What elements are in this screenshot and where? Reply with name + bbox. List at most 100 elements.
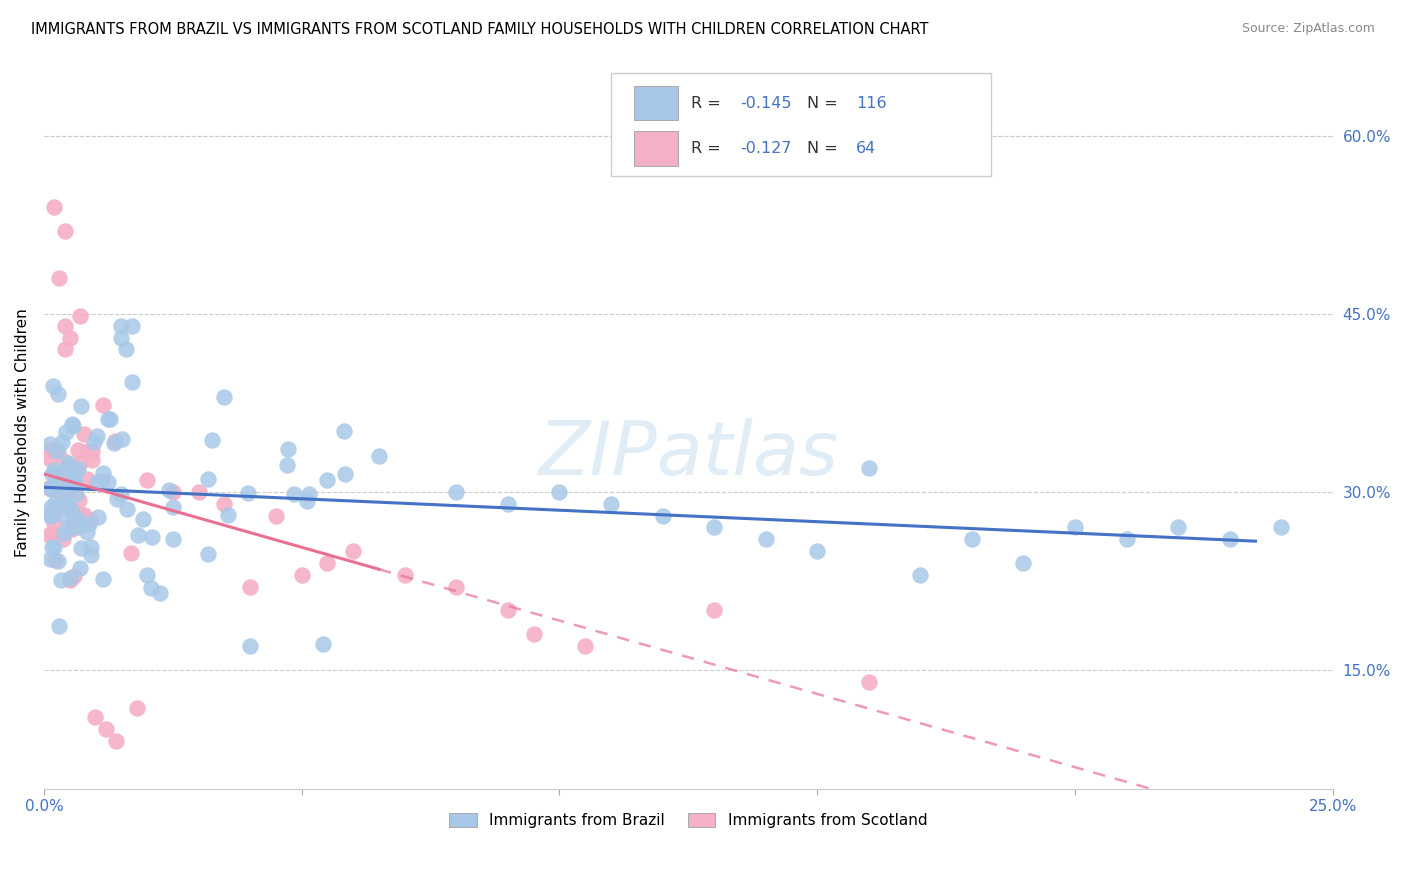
Point — [496, 603, 519, 617]
Point — [46, 554, 69, 568]
Point — [52, 532, 75, 546]
Point — [162, 532, 184, 546]
Point — [197, 472, 219, 486]
Point — [157, 483, 180, 497]
Text: N =: N = — [807, 141, 842, 156]
Point — [70, 541, 93, 555]
Point — [115, 343, 138, 357]
FancyBboxPatch shape — [634, 87, 678, 120]
Point — [41, 527, 63, 541]
Point — [56, 486, 79, 500]
Point — [93, 572, 115, 586]
Point — [42, 517, 65, 532]
Point — [51, 479, 73, 493]
Point — [298, 487, 321, 501]
Point — [45, 443, 67, 458]
Point — [98, 411, 121, 425]
Point — [59, 477, 82, 491]
Point — [446, 580, 468, 594]
Point — [90, 474, 112, 488]
Point — [63, 470, 86, 484]
Point — [55, 425, 77, 439]
Point — [55, 491, 77, 505]
Point — [48, 619, 70, 633]
Point — [41, 503, 63, 517]
Point — [297, 494, 319, 508]
FancyBboxPatch shape — [634, 131, 678, 166]
Point — [51, 434, 73, 449]
Point — [56, 497, 79, 511]
Point — [236, 486, 259, 500]
Point — [60, 522, 83, 536]
Point — [53, 224, 76, 238]
Legend: Immigrants from Brazil, Immigrants from Scotland: Immigrants from Brazil, Immigrants from … — [443, 807, 934, 834]
Point — [41, 480, 63, 494]
Point — [110, 318, 132, 333]
Point — [44, 467, 66, 481]
Point — [76, 524, 98, 539]
Point — [38, 481, 60, 495]
Point — [41, 500, 63, 514]
Point — [333, 424, 356, 438]
Point — [187, 484, 209, 499]
Point — [703, 520, 725, 534]
Text: N =: N = — [807, 95, 842, 111]
Point — [110, 330, 132, 344]
Point — [1012, 556, 1035, 570]
Point — [291, 567, 314, 582]
Point — [120, 546, 142, 560]
Point — [312, 637, 335, 651]
Point — [910, 567, 932, 582]
Point — [53, 525, 76, 540]
Point — [110, 486, 132, 500]
Text: IMMIGRANTS FROM BRAZIL VS IMMIGRANTS FROM SCOTLAND FAMILY HOUSEHOLDS WITH CHILDR: IMMIGRANTS FROM BRAZIL VS IMMIGRANTS FRO… — [31, 22, 928, 37]
Point — [136, 473, 159, 487]
Point — [103, 436, 125, 450]
Point — [56, 500, 79, 514]
Point — [84, 710, 107, 724]
Point — [1270, 520, 1292, 534]
Point — [135, 568, 157, 582]
Point — [214, 390, 236, 404]
Point — [65, 487, 87, 501]
Point — [277, 442, 299, 456]
Point — [97, 475, 120, 489]
Point — [80, 549, 103, 563]
Point — [52, 488, 75, 502]
Point — [217, 508, 239, 523]
Point — [49, 573, 72, 587]
Point — [69, 456, 91, 470]
Text: -0.127: -0.127 — [740, 141, 792, 156]
Point — [83, 435, 105, 450]
Point — [62, 419, 84, 434]
Point — [46, 444, 69, 458]
Point — [38, 528, 60, 542]
Point — [52, 454, 75, 468]
Point — [48, 497, 70, 511]
Point — [62, 467, 84, 482]
Point — [91, 466, 114, 480]
Point — [394, 567, 416, 582]
Text: -0.145: -0.145 — [740, 95, 792, 111]
Point — [56, 456, 79, 470]
Point — [41, 467, 63, 482]
Point — [42, 378, 65, 392]
Point — [86, 475, 108, 490]
Point — [44, 496, 66, 510]
Point — [77, 517, 100, 532]
Point — [53, 318, 76, 333]
Point — [1115, 533, 1137, 547]
Point — [523, 627, 546, 641]
Point — [41, 541, 63, 555]
Point — [46, 468, 69, 483]
Point — [51, 475, 73, 489]
Point — [44, 553, 66, 567]
Point — [56, 486, 79, 500]
Point — [858, 674, 880, 689]
Point — [496, 497, 519, 511]
Point — [80, 540, 103, 554]
Point — [574, 639, 596, 653]
Point — [58, 462, 80, 476]
Point — [121, 375, 143, 389]
Point — [132, 511, 155, 525]
